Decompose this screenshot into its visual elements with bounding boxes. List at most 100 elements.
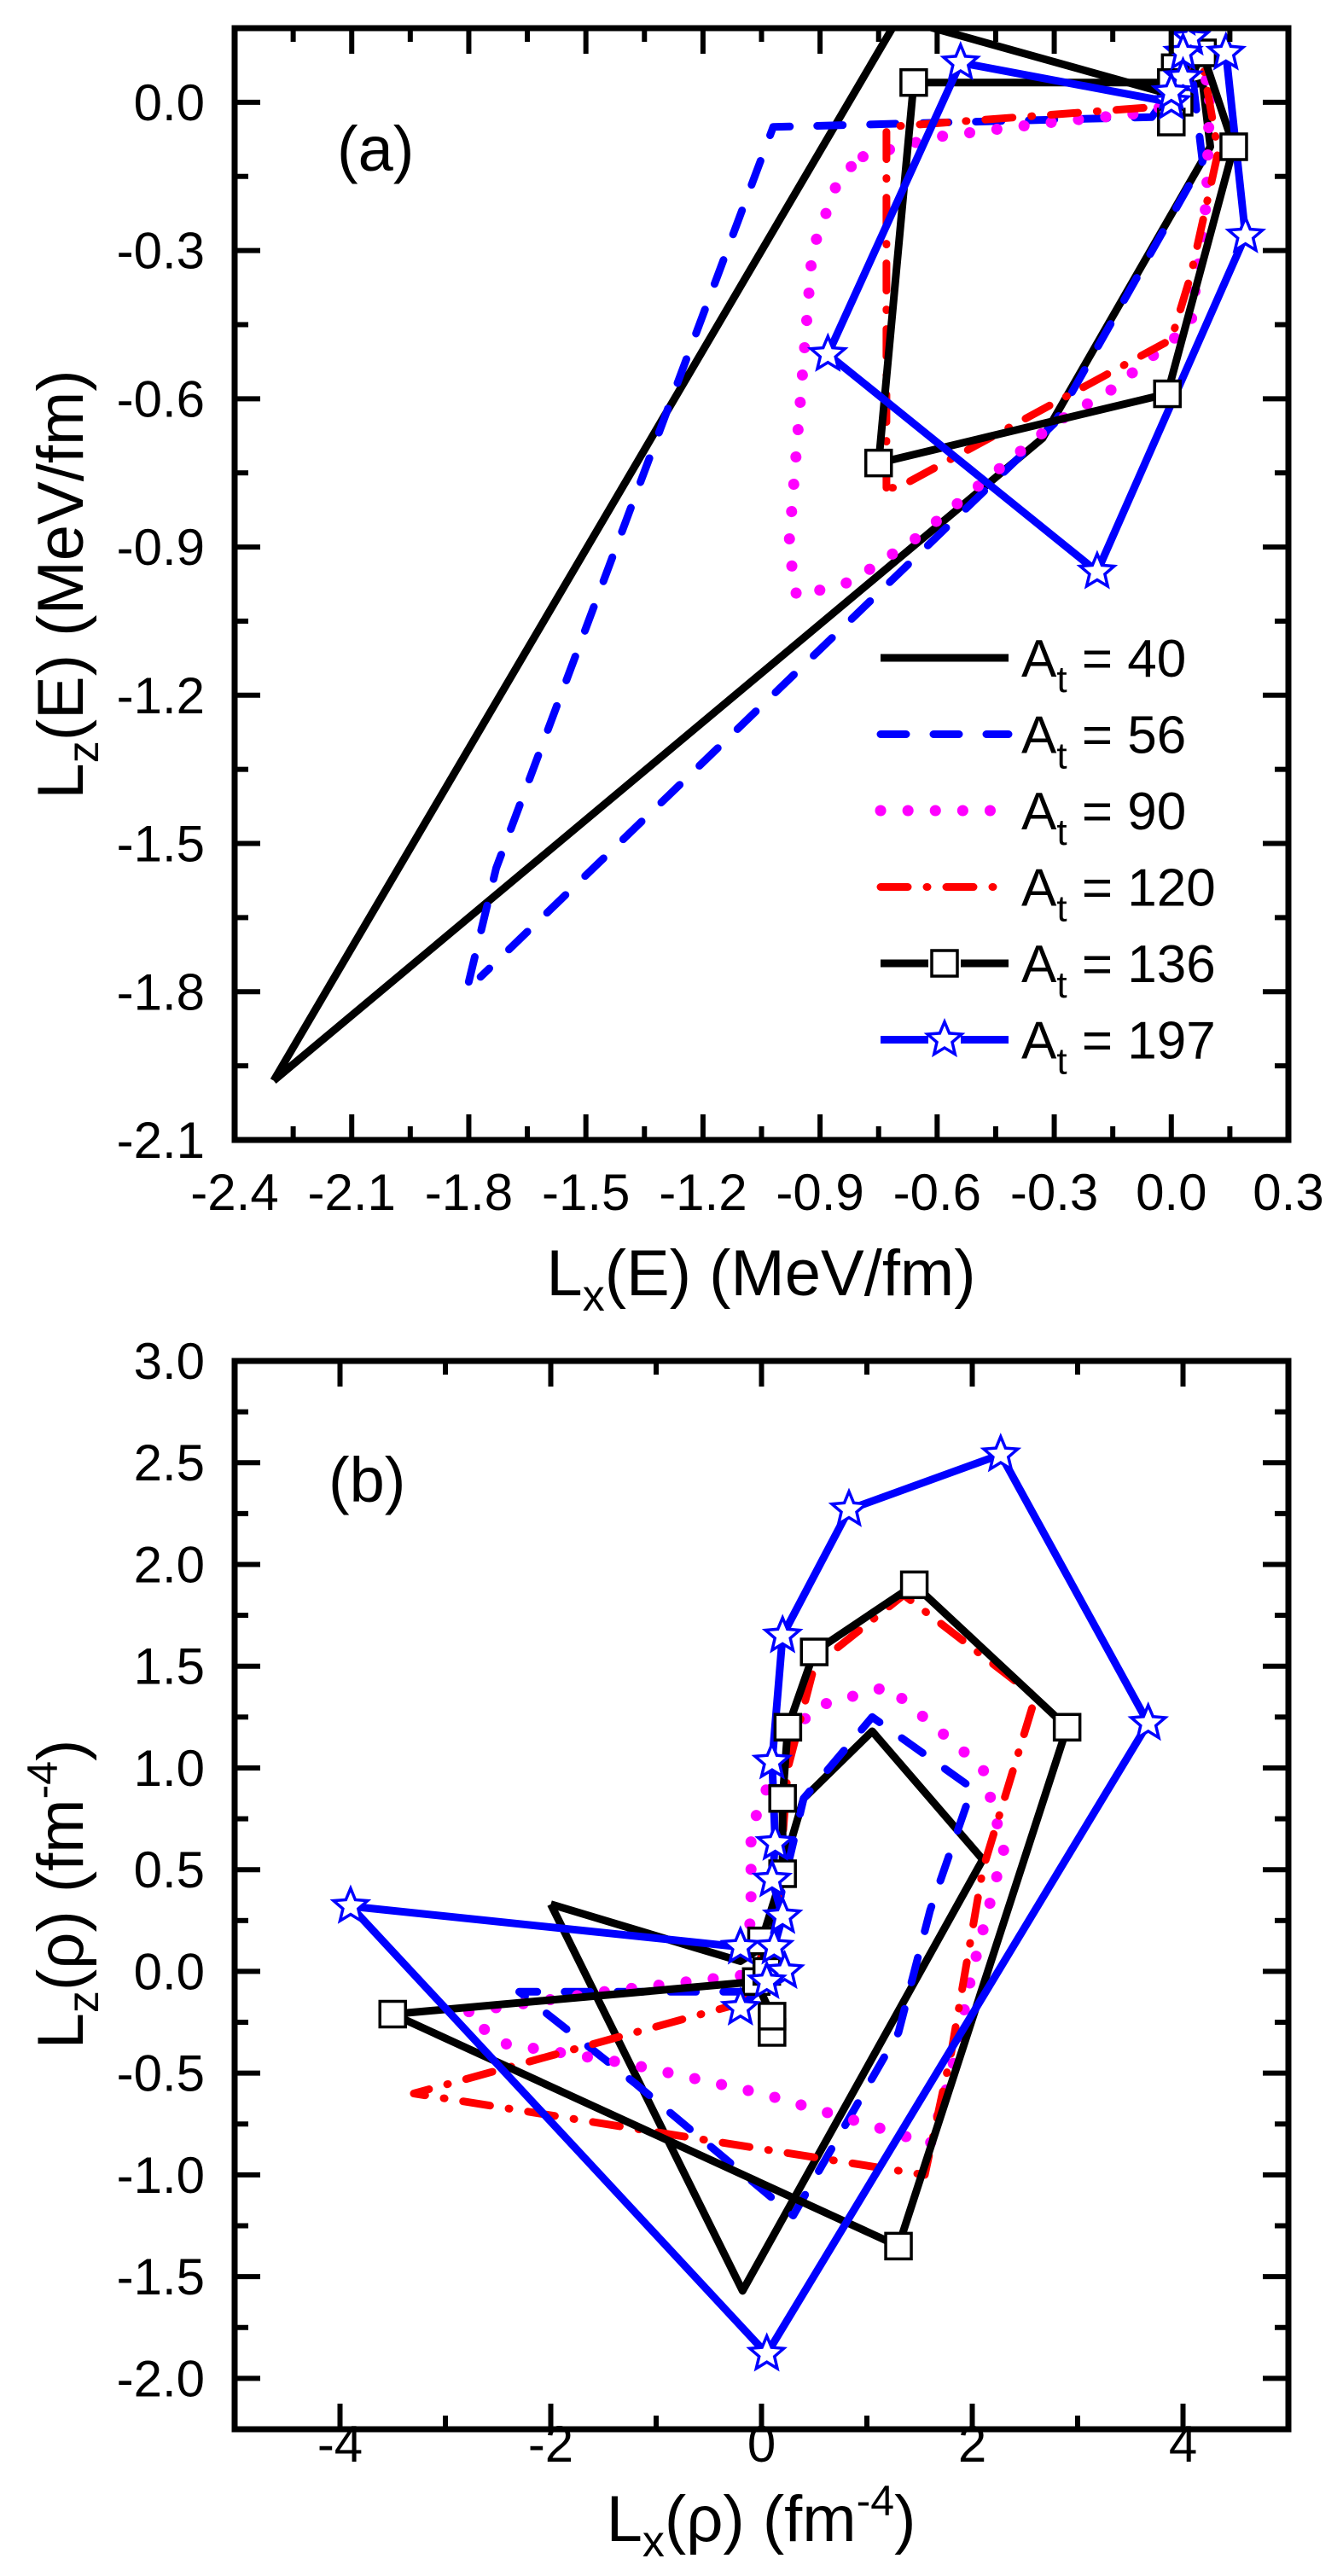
legend-square-marker	[930, 949, 959, 978]
axis-label-main: L	[607, 2483, 642, 2556]
panel-b-data-point-square-marker	[1052, 1712, 1082, 1742]
panel-a-data-point-star-marker	[1076, 550, 1119, 590]
legend-item-at-40: At = 40	[881, 630, 1186, 701]
panel-b-data-point-star-marker	[719, 1925, 762, 1965]
panel-a-data-point-square-marker	[863, 448, 893, 478]
y-tick-label: 2.5	[134, 1434, 205, 1492]
y-tick-label: 1.5	[134, 1638, 205, 1695]
y-tick-label: -1.2	[117, 667, 205, 724]
legend-label: At = 120	[1021, 859, 1216, 930]
panel-b-x-axis-label: Lx(ρ) (fm-4)	[607, 2477, 916, 2567]
panel-b-data-point-star-marker	[754, 1821, 796, 1861]
panel-b-ticks: -4 -2 0 2 4 3.0 2.5 2.0 1.5 1.0 0.5 0.0 -0.5 -1.0 -1.5…	[117, 1333, 1291, 2473]
legend-label: At = 197	[1021, 1012, 1216, 1083]
panel-b-label: (b)	[328, 1445, 405, 1515]
panel-a-data-point-star-marker	[1224, 213, 1267, 253]
x-tick-label: -1.5	[542, 1164, 630, 1221]
panel-a-series-line-at-90	[783, 72, 1216, 602]
panel-b-data-point-star-marker	[746, 1959, 788, 1999]
x-tick-label: -2.1	[308, 1164, 396, 1221]
panel-b-data-point-star-marker	[751, 1740, 794, 1780]
y-tick-label: 0.0	[134, 74, 205, 131]
axis-label-close: )	[25, 1740, 97, 1761]
panel-b-data-point-square-marker	[768, 1783, 797, 1813]
panel-b: -4 -2 0 2 4 3.0 2.5 2.0 1.5 1.0 0.5 0.0 -0.5 -1.0 -1.5…	[19, 1333, 1292, 2567]
legend-label: At = 40	[1021, 630, 1186, 701]
axis-label-main: L	[25, 2013, 97, 2049]
legend-item-at-120: At = 120	[876, 859, 1216, 930]
axis-label-subscript: x	[583, 1271, 605, 1321]
axis-label-subscript: z	[59, 741, 108, 763]
legend-item-at-90: At = 90	[875, 782, 1186, 853]
y-tick-label: -0.5	[117, 2045, 205, 2102]
legend-label: At = 56	[1021, 707, 1186, 777]
panel-a-markers	[806, 28, 1267, 590]
axis-label-main: L	[546, 1237, 582, 1310]
x-tick-label: 0.3	[1253, 1164, 1323, 1221]
x-tick-label: 4	[1169, 2416, 1197, 2473]
axis-label-subscript: x	[642, 2517, 665, 2567]
y-tick-label: -0.6	[117, 370, 205, 427]
panel-a-y-axis-label: Lz(E) (MeV/fm)	[25, 369, 108, 799]
x-tick-label: -1.8	[425, 1164, 513, 1221]
legend-item-at-56: At = 56	[876, 707, 1186, 777]
panel-b-data-point-star-marker	[753, 1925, 795, 1965]
axis-label-rest: (ρ) (fm	[665, 2483, 857, 2556]
x-tick-label: 0	[747, 2416, 776, 2473]
y-tick-label: 1.0	[134, 1740, 205, 1797]
y-tick-label: 0.5	[134, 1841, 205, 1899]
axis-label-superscript: -4	[857, 2477, 894, 2525]
axis-label-rest: (E) (MeV/fm)	[605, 1237, 976, 1310]
panel-b-data-point-star-marker	[761, 1614, 804, 1654]
y-tick-label: -1.5	[117, 2248, 205, 2306]
panel-a-data-point-star-marker	[806, 332, 849, 372]
x-tick-label: 0.0	[1136, 1164, 1206, 1221]
panel-a-label: (a)	[337, 113, 414, 184]
panel-b-data-point-square-marker	[884, 2231, 913, 2261]
axis-label-rest: (E) (MeV/fm)	[25, 369, 97, 741]
axis-label-subscript: z	[59, 1991, 108, 2013]
y-tick-label: 0.0	[134, 1943, 205, 2000]
axis-label-rest: (ρ) (fm	[25, 1799, 97, 1991]
panel-b-series-line-at-56	[515, 1712, 976, 2220]
legend-star-marker	[923, 1017, 966, 1058]
panel-a-data-point-star-marker	[939, 40, 982, 81]
panel-a-data-point-square-marker	[1219, 132, 1248, 161]
legend-item-at-197: At = 197	[881, 1012, 1216, 1083]
panel-a-data-point-star-marker	[1150, 70, 1193, 111]
panel-b-data-point-square-marker	[378, 1999, 407, 2029]
panel-b-data-point-star-marker	[751, 1858, 794, 1898]
panel-b-data-point-star-marker	[329, 1884, 372, 1924]
y-tick-label: -1.8	[117, 963, 205, 1021]
panel-b-data-point-square-marker	[773, 1712, 803, 1742]
y-tick-label: 3.0	[134, 1333, 205, 1390]
panel-b-y-axis-label: Lz(ρ) (fm-4)	[19, 1740, 108, 2050]
y-tick-label: -2.0	[117, 2350, 205, 2407]
panel-a-data-point-star-marker	[1205, 31, 1247, 71]
panel-b-data-point-star-marker	[828, 1487, 870, 1527]
x-tick-label: 2	[958, 2416, 986, 2473]
panel-a-ticks: -2.4 -2.1 -1.8 -1.5 -1.2 -0.9 -0.6 -0.3 0.0 0.30.…	[117, 26, 1324, 1221]
panel-a: -2.4 -2.1 -1.8 -1.5 -1.2 -0.9 -0.6 -0.3 0.0 0.30.…	[25, 25, 1324, 1321]
axis-label-main: L	[25, 763, 97, 799]
legend-label: At = 90	[1021, 782, 1186, 853]
axis-label-close: )	[894, 2483, 916, 2556]
y-tick-label: 2.0	[134, 1536, 205, 1593]
legend-label: At = 136	[1021, 935, 1216, 1006]
x-tick-label: -0.3	[1010, 1164, 1098, 1221]
panel-b-data-point-star-marker	[1127, 1701, 1170, 1742]
panel-b-data-point-star-marker	[746, 2332, 788, 2372]
panel-a-data-point-square-marker	[1153, 379, 1182, 409]
panel-a-data-point-square-marker	[899, 67, 928, 97]
y-tick-label: -2.1	[117, 1112, 205, 1169]
x-tick-label: -0.6	[893, 1164, 981, 1221]
panel-b-data-point-star-marker	[761, 1894, 804, 1934]
x-tick-label: -4	[317, 2416, 363, 2473]
panel-b-data-point-square-marker	[758, 2002, 787, 2031]
legend-item-at-136: At = 136	[881, 935, 1216, 1006]
x-tick-label: -2	[528, 2416, 573, 2473]
y-tick-label: -1.5	[117, 816, 205, 873]
panel-b-data-point-square-marker	[799, 1637, 828, 1666]
panel-b-data-point-star-marker	[719, 1986, 762, 2026]
